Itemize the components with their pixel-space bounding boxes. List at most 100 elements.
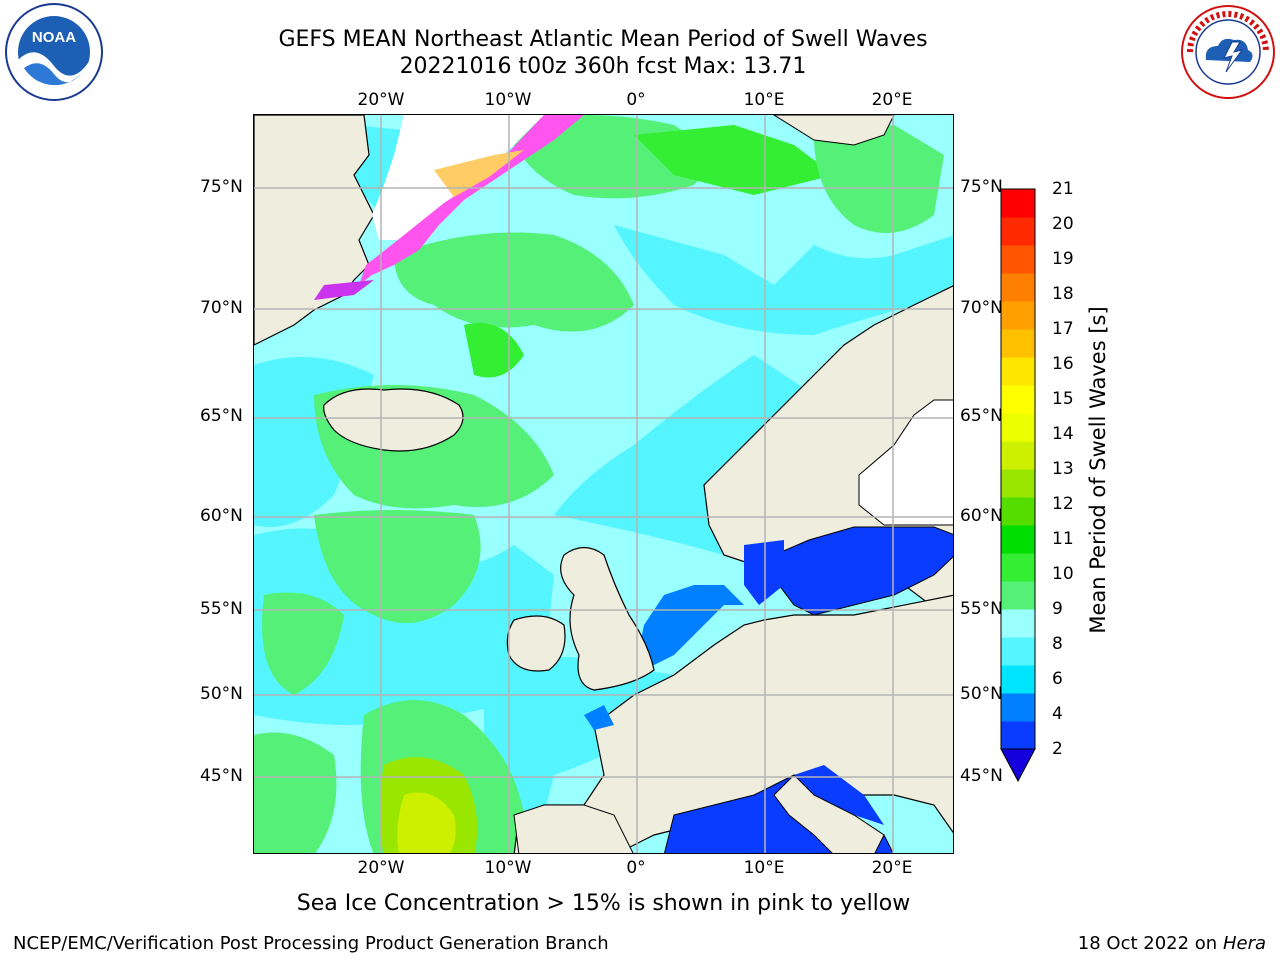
colorbar-tick-label: 6	[1052, 669, 1063, 689]
colorbar-tick-label: 2	[1052, 739, 1063, 759]
colorbar-segment	[1001, 245, 1035, 274]
colorbar-tick-label: 16	[1052, 354, 1074, 374]
lat-label-right: 70°N	[960, 298, 1003, 318]
graticule	[254, 115, 953, 853]
lat-label-left: 45°N	[200, 766, 243, 786]
chart-title: GEFS MEAN Northeast Atlantic Mean Period…	[278, 27, 928, 52]
swell-region	[814, 125, 944, 233]
ireland-land	[506, 615, 566, 672]
italy-land	[773, 774, 885, 853]
colorbar-segment	[1001, 581, 1035, 610]
colorbar-tick-label: 13	[1052, 459, 1074, 479]
colorbar-tick-label: 14	[1052, 424, 1074, 444]
colorbar-segments	[1000, 188, 1036, 783]
chart-subtitle: 20221016 t00z 360h fcst Max: 13.71	[399, 54, 807, 79]
colorbar-segment	[1001, 637, 1035, 666]
swell-period-map	[254, 115, 953, 853]
colorbar-segment	[1001, 189, 1035, 218]
lat-label-left: 60°N	[200, 506, 243, 526]
lon-label-bottom: 10°E	[743, 858, 785, 878]
swell-region	[262, 592, 344, 695]
lat-label-right: 60°N	[960, 506, 1003, 526]
noaa-logo-text: NOAA	[32, 29, 76, 46]
colorbar-segment	[1001, 609, 1035, 638]
swell-region	[397, 792, 456, 853]
sea-ice-edge	[359, 115, 584, 285]
footer-machine: Hera	[1222, 933, 1266, 954]
noaa-logo-icon: NOAA	[5, 3, 103, 101]
colorbar-segment	[1001, 693, 1035, 722]
swell-region	[254, 528, 554, 725]
lon-label-top: 10°E	[743, 90, 785, 110]
colorbar-segment	[1001, 721, 1035, 750]
lon-label-bottom: 20°E	[871, 858, 913, 878]
colorbar-segment	[1001, 525, 1035, 554]
lat-label-left: 75°N	[200, 177, 243, 197]
iceland-land	[323, 388, 464, 452]
colorbar-tick-label: 11	[1052, 529, 1074, 549]
lat-label-left: 55°N	[200, 599, 243, 619]
colorbar-tick-label: 17	[1052, 319, 1074, 339]
colorbar-segment	[1001, 441, 1035, 470]
footer-date: 18 Oct 2022 on Hera	[1078, 933, 1266, 954]
colorbar-segment	[1001, 329, 1035, 358]
lat-label-right: 45°N	[960, 766, 1003, 786]
nws-logo-icon	[1181, 5, 1275, 99]
lat-label-right: 55°N	[960, 599, 1003, 619]
lon-label-bottom: 20°W	[357, 858, 405, 878]
swell-region	[554, 355, 814, 555]
colorbar-segment	[1001, 273, 1035, 302]
lat-label-left: 50°N	[200, 684, 243, 704]
colorbar-tick-label: 9	[1052, 599, 1063, 619]
lat-label-left: 65°N	[200, 406, 243, 426]
lat-label-right: 75°N	[960, 177, 1003, 197]
lon-label-top: 10°W	[484, 90, 532, 110]
sea-ice-edge	[434, 150, 524, 197]
colorbar-segment	[1001, 217, 1035, 246]
colorbar-label: Mean Period of Swell Waves [s]	[1086, 306, 1110, 634]
lon-label-top: 0°	[626, 90, 646, 110]
colorbar-segment	[1001, 357, 1035, 386]
footer-date-text: 18 Oct 2022 on	[1077, 933, 1218, 954]
colorbar-segment	[1001, 385, 1035, 414]
lon-label-top: 20°E	[871, 90, 913, 110]
footer-credit: NCEP/EMC/Verification Post Processing Pr…	[13, 933, 609, 954]
colorbar-segment	[1001, 301, 1035, 330]
sea-ice-note: Sea Ice Concentration > 15% is shown in …	[296, 891, 911, 916]
swell-region	[394, 232, 634, 332]
colorbar	[1000, 188, 1036, 783]
svalbard-land	[773, 115, 895, 146]
swell-region	[634, 125, 834, 195]
colorbar-extend-arrow	[1000, 748, 1036, 783]
colorbar-tick-label: 15	[1052, 389, 1074, 409]
colorbar-segment	[1001, 665, 1035, 694]
lon-label-top: 20°W	[357, 90, 405, 110]
skagerrak-sea	[744, 540, 784, 605]
colorbar-tick-label: 18	[1052, 284, 1074, 304]
colorbar-tick-label: 20	[1052, 214, 1074, 234]
swell-region	[254, 732, 337, 853]
lat-label-right: 65°N	[960, 406, 1003, 426]
map-frame	[253, 114, 954, 854]
lat-label-right: 50°N	[960, 684, 1003, 704]
colorbar-segment	[1001, 553, 1035, 582]
colorbar-segment	[1001, 413, 1035, 442]
colorbar-tick-label: 19	[1052, 249, 1074, 269]
iberia-land	[513, 804, 634, 853]
adriatic-sea	[794, 765, 884, 825]
colorbar-tick-label: 10	[1052, 564, 1074, 584]
lon-label-bottom: 10°W	[484, 858, 532, 878]
biscay-low	[584, 705, 614, 730]
swell-region	[614, 225, 953, 335]
colorbar-frame	[1000, 188, 1036, 750]
colorbar-segment	[1001, 497, 1035, 526]
bothnia-gap	[858, 399, 953, 526]
colorbar-tick-label: 12	[1052, 494, 1074, 514]
lat-label-left: 70°N	[200, 298, 243, 318]
colorbar-segment	[1001, 469, 1035, 498]
swell-region	[314, 510, 481, 623]
north-sea-low	[634, 585, 744, 675]
colorbar-tick-label: 8	[1052, 634, 1063, 654]
colorbar-tick-label: 4	[1052, 704, 1063, 724]
colorbar-tick-label: 21	[1052, 179, 1074, 199]
